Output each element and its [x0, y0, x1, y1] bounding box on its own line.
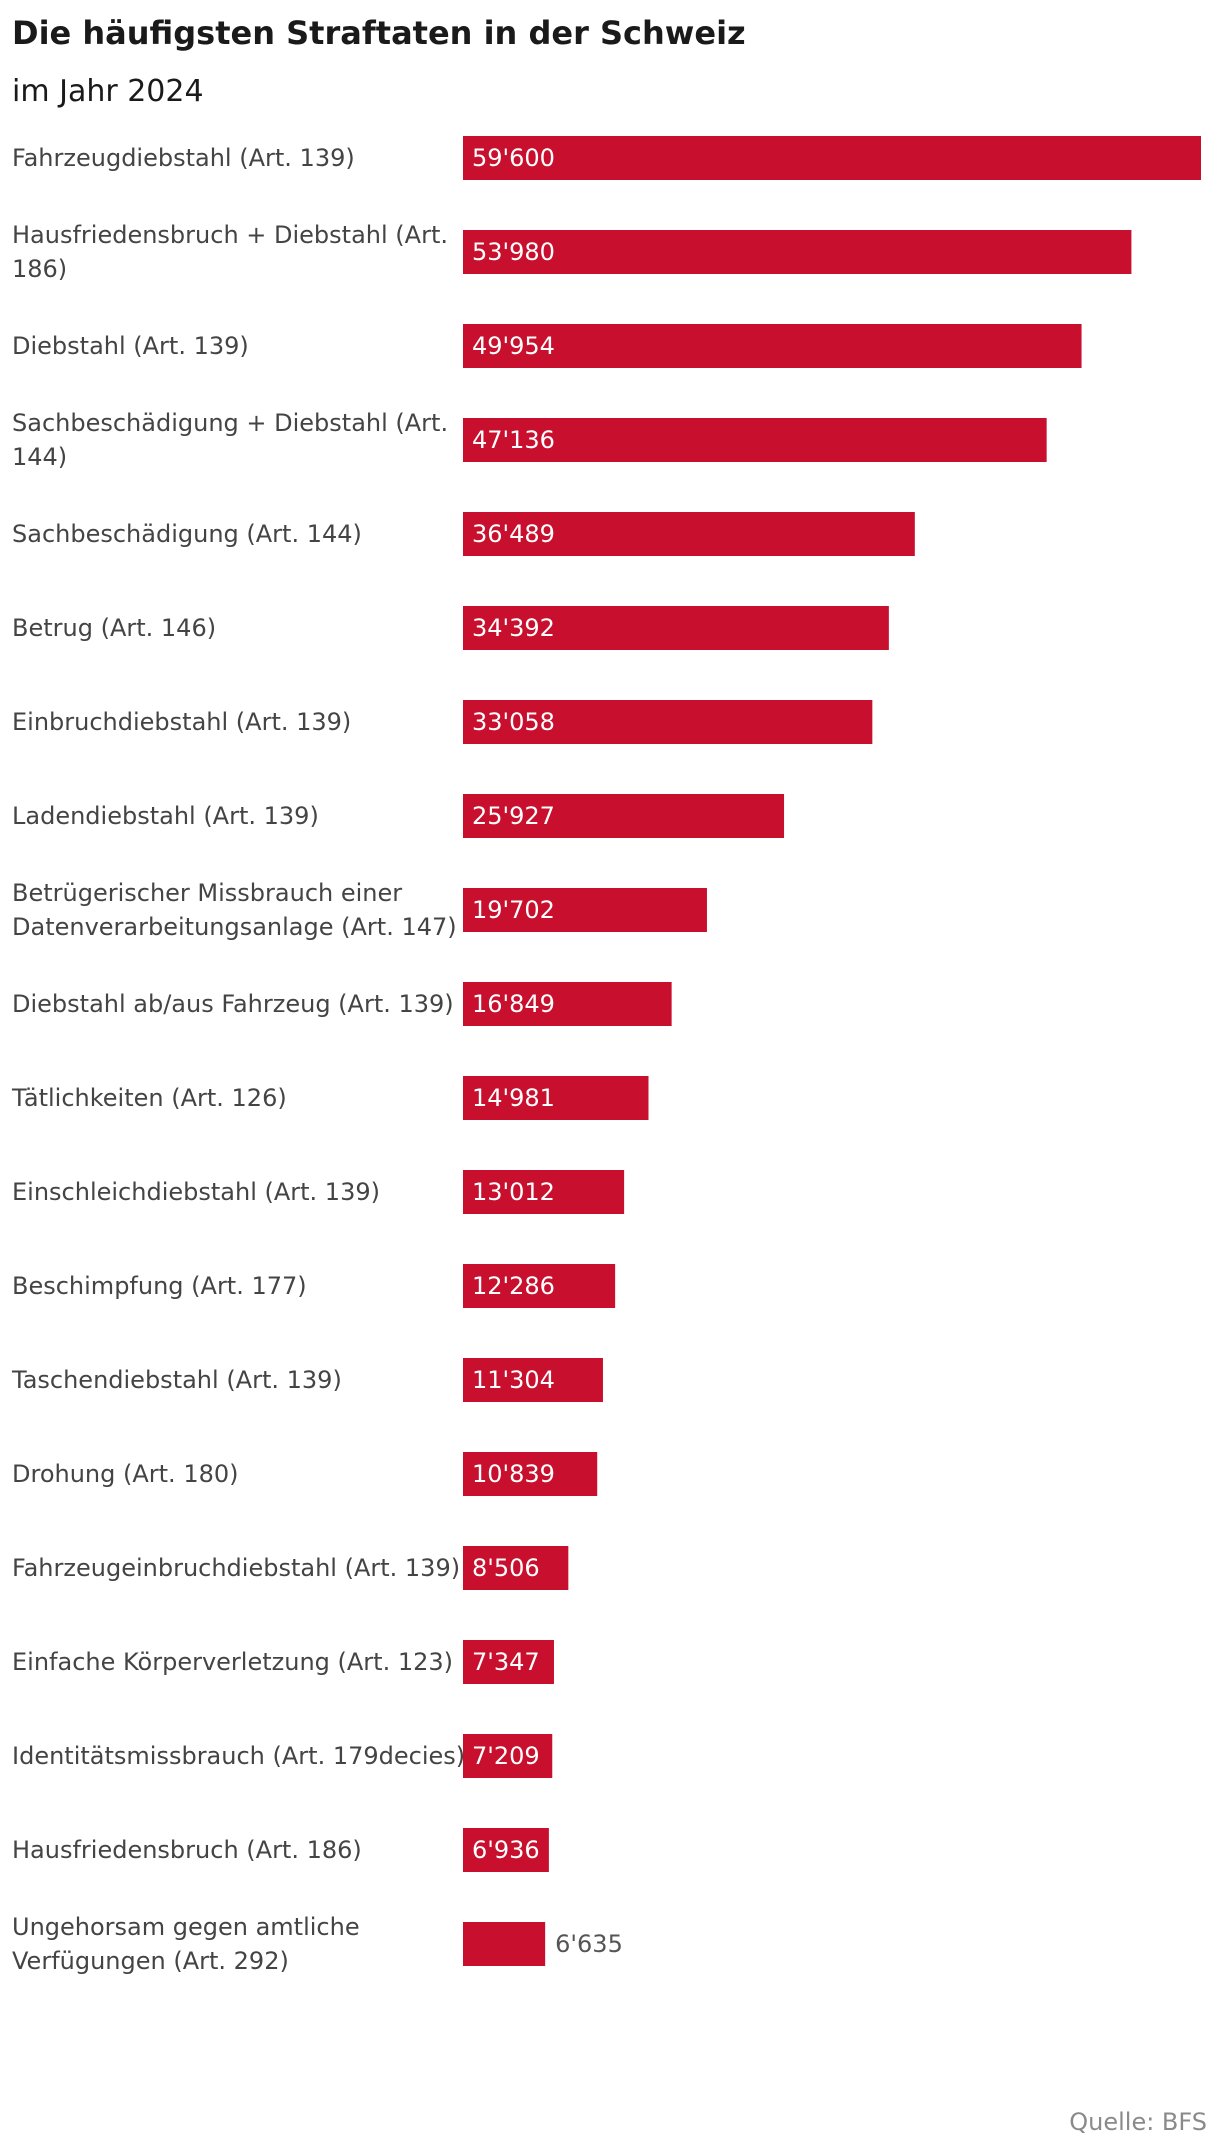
category-label: Hausfriedensbruch (Art. 186) [12, 1836, 362, 1864]
category-label-line: Beschimpfung (Art. 177) [12, 1272, 307, 1300]
bar [463, 1264, 616, 1308]
bar-value-label: 10'839 [472, 1460, 555, 1488]
category-label: Fahrzeugdiebstahl (Art. 139) [12, 144, 355, 172]
category-label-line: Ungehorsam gegen amtliche [12, 1913, 360, 1941]
category-label: Fahrzeugeinbruchdiebstahl (Art. 139) [12, 1554, 460, 1582]
category-label: Sachbeschädigung (Art. 144) [12, 520, 362, 548]
bar [463, 512, 915, 556]
category-label-line: Hausfriedensbruch + Diebstahl (Art. [12, 221, 448, 249]
bar [463, 1170, 625, 1214]
bar-value-label: 7'347 [472, 1648, 540, 1676]
bar [463, 794, 785, 838]
category-label: Tätlichkeiten (Art. 126) [11, 1084, 287, 1112]
category-label: Drohung (Art. 180) [12, 1460, 239, 1488]
category-label-line: Einschleichdiebstahl (Art. 139) [12, 1178, 380, 1206]
category-label-line: Sachbeschädigung (Art. 144) [12, 520, 362, 548]
category-label: Betrügerischer Missbrauch einer Datenvera… [12, 879, 457, 941]
category-label-line: Hausfriedensbruch (Art. 186) [12, 1836, 362, 1864]
bar-value-label: 11'304 [472, 1366, 555, 1394]
bar-value-label: 6'635 [555, 1930, 623, 1958]
chart-subtitle: im Jahr 2024 [12, 74, 204, 109]
bar [463, 230, 1132, 274]
bar-value-label: 13'012 [472, 1178, 555, 1206]
bar-value-label: 49'954 [472, 332, 555, 360]
category-label-line: Einbruchdiebstahl (Art. 139) [12, 708, 351, 736]
bar-value-label: 33'058 [472, 708, 555, 736]
category-label-line: Fahrzeugeinbruchdiebstahl (Art. 139) [12, 1554, 460, 1582]
bar-value-label: 34'392 [472, 614, 555, 642]
bar-value-label: 59'600 [472, 144, 555, 172]
source-note: Quelle: BFS [1069, 2108, 1207, 2136]
category-label-line: Verfügungen (Art. 292) [12, 1947, 289, 1975]
bar [463, 324, 1082, 368]
bar [463, 1828, 549, 1872]
category-label: Einbruchdiebstahl (Art. 139) [12, 708, 351, 736]
bar-value-label: 12'286 [472, 1272, 555, 1300]
bar [463, 1640, 554, 1684]
category-label: Einschleichdiebstahl (Art. 139) [12, 1178, 380, 1206]
category-label: Einfache Körperverletzung (Art. 123) [12, 1648, 453, 1676]
category-label: Betrug (Art. 146) [12, 614, 216, 642]
category-label-line: 144) [12, 443, 67, 471]
bar [463, 888, 707, 932]
category-label: Sachbeschädigung + Diebstahl (Art. 144) [12, 409, 448, 471]
bar [463, 606, 889, 650]
bar [463, 136, 1201, 180]
bar [463, 1546, 569, 1590]
category-label-line: Drohung (Art. 180) [12, 1460, 239, 1488]
bar-value-label: 7'209 [472, 1742, 540, 1770]
bar [463, 1734, 553, 1778]
category-label: Diebstahl (Art. 139) [12, 332, 249, 360]
bar-value-label: 25'927 [472, 802, 555, 830]
bar-value-label: 53'980 [472, 238, 555, 266]
category-label-line: Datenverarbeitungsanlage (Art. 147) [12, 913, 457, 941]
category-label-line: Sachbeschädigung + Diebstahl (Art. [12, 409, 448, 437]
category-label-line: Betrügerischer Missbrauch einer [12, 879, 402, 907]
bar-value-label: 8'506 [472, 1554, 540, 1582]
category-label-line: Diebstahl ab/aus Fahrzeug (Art. 139) [12, 990, 454, 1018]
bar-value-label: 6'936 [472, 1836, 540, 1864]
bar-value-label: 47'136 [472, 426, 555, 454]
category-label-line: Taschendiebstahl (Art. 139) [11, 1366, 342, 1394]
bar [463, 1452, 598, 1496]
bar [463, 1076, 649, 1120]
bar-value-label: 36'489 [472, 520, 555, 548]
category-label: Beschimpfung (Art. 177) [12, 1272, 307, 1300]
category-label: Ladendiebstahl (Art. 139) [12, 802, 319, 830]
category-label: Diebstahl ab/aus Fahrzeug (Art. 139) [12, 990, 454, 1018]
chart-title: Die häufigsten Straftaten in der Schweiz [12, 14, 746, 52]
category-label: Identitätsmissbrauch (Art. 179decies) [12, 1742, 465, 1770]
category-label-line: 186) [12, 255, 67, 283]
bar [463, 1358, 603, 1402]
category-label: Taschendiebstahl (Art. 139) [11, 1366, 342, 1394]
bar-value-label: 19'702 [472, 896, 555, 924]
category-label-line: Diebstahl (Art. 139) [12, 332, 249, 360]
category-label: Hausfriedensbruch + Diebstahl (Art. 186) [12, 221, 448, 283]
category-label-line: Betrug (Art. 146) [12, 614, 216, 642]
bar-value-label: 14'981 [472, 1084, 555, 1112]
category-label: Ungehorsam gegen amtliche Verfügungen (Ar… [12, 1913, 360, 1975]
category-label-line: Fahrzeugdiebstahl (Art. 139) [12, 144, 355, 172]
category-label-line: Tätlichkeiten (Art. 126) [11, 1084, 287, 1112]
bar [463, 700, 873, 744]
category-label-line: Ladendiebstahl (Art. 139) [12, 802, 319, 830]
bar [463, 1922, 546, 1966]
bar [463, 982, 672, 1026]
category-label-line: Identitätsmissbrauch (Art. 179decies) [12, 1742, 465, 1770]
bar [463, 418, 1047, 462]
bar-value-label: 16'849 [472, 990, 555, 1018]
category-label-line: Einfache Körperverletzung (Art. 123) [12, 1648, 453, 1676]
